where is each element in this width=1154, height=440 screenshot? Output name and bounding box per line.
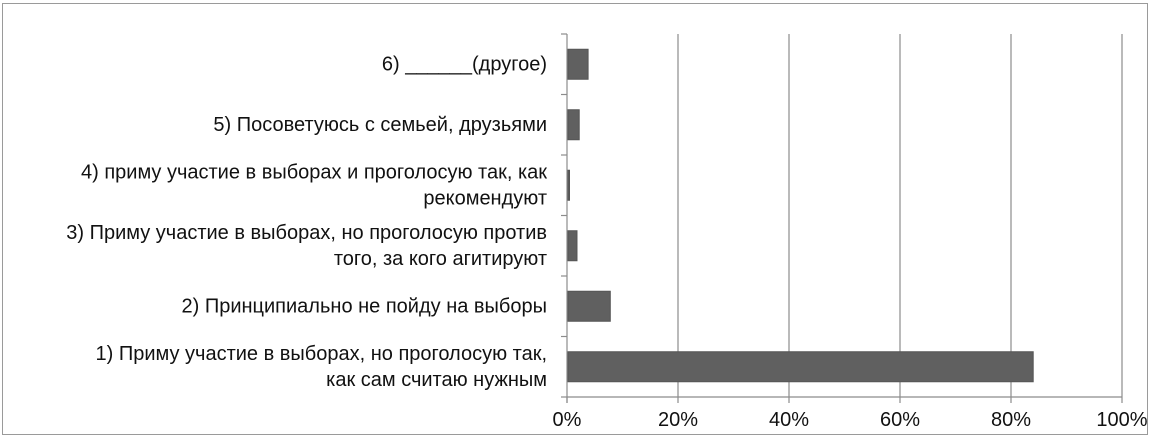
bar (567, 48, 589, 80)
x-tick-label: 0% (553, 409, 582, 431)
bar (567, 109, 580, 141)
category-label-line: 6) ______(другое) (382, 53, 547, 75)
category-label-line: 3) Приму участие в выборах, но проголосу… (66, 222, 547, 244)
bar (567, 351, 1034, 383)
category-label-line: 1) Приму участие в выборах, но проголосу… (96, 343, 548, 365)
category-label-line: того, за кого агитируют (334, 248, 547, 270)
x-tick-label: 40% (769, 409, 809, 431)
category-label: 6) ______(другое) (382, 53, 547, 75)
category-labels: 1) Приму участие в выборах, но проголосу… (66, 53, 547, 391)
category-label: 2) Принципиально не пойду на выборы (182, 295, 548, 317)
category-label-line: как сам считаю нужным (326, 369, 547, 391)
bars (567, 48, 1034, 383)
axes (561, 33, 1123, 403)
bar (567, 290, 611, 322)
category-label-line: 2) Принципиально не пойду на выборы (182, 295, 548, 317)
bar (567, 230, 578, 262)
x-tick-label: 80% (991, 409, 1031, 431)
category-label: 1) Приму участие в выборах, но проголосу… (96, 343, 548, 391)
category-label: 5) Посоветуюсь с семьей, друзьями (213, 114, 547, 136)
x-tick-label: 100% (1096, 409, 1147, 431)
gridlines (677, 34, 1123, 397)
bar-chart: 1) Приму участие в выборах, но проголосу… (66, 33, 1148, 431)
bar (567, 169, 570, 201)
x-tick-labels: 0% 20% 40% 60% 80% 100% (553, 409, 1148, 431)
x-tick-label: 60% (880, 409, 920, 431)
chart-area: 1) Приму участие в выборах, но проголосу… (2, 3, 1148, 435)
category-label-line: рекомендуют (423, 187, 547, 209)
category-label: 4) приму участие в выборах и проголосую … (81, 161, 547, 209)
category-label-line: 5) Посоветуюсь с семьей, друзьями (213, 114, 547, 136)
category-label: 3) Приму участие в выборах, но проголосу… (66, 222, 547, 270)
x-tick-label: 20% (658, 409, 698, 431)
category-label-line: 4) приму участие в выборах и проголосую … (81, 161, 547, 183)
